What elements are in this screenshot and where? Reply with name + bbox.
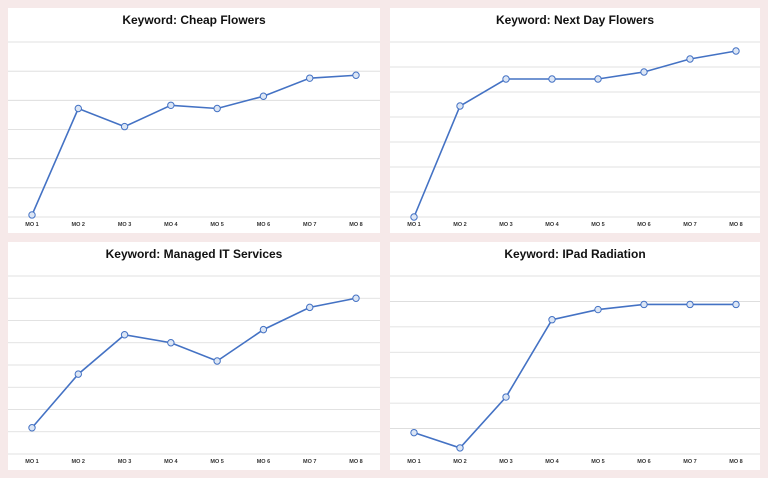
chart-title: Keyword: IPad Radiation <box>504 247 645 261</box>
chart: Keyword: Managed IT Services MO 1 MO 2 MO 3… <box>8 247 380 465</box>
x-tick-label: MO 6 <box>257 222 270 228</box>
data-point <box>120 331 129 339</box>
chart-title: Keyword: Managed IT Services <box>106 247 283 261</box>
series-line <box>31 74 357 216</box>
x-tick-label: MO 1 <box>25 459 38 465</box>
chart: Keyword: Cheap Flowers MO 1 MO 2 MO 3 MO 4 MO… <box>8 13 380 228</box>
data-point <box>548 316 556 324</box>
series-line <box>31 297 357 429</box>
x-tick-label: MO 1 <box>407 459 420 465</box>
x-tick-label: MO 2 <box>72 459 85 465</box>
data-point <box>74 104 82 113</box>
data-point <box>686 300 694 309</box>
x-tick-label: MO 8 <box>349 459 362 465</box>
chart-panel: Keyword: Cheap Flowers MO 1 MO 2 MO 3 MO 4 MO… <box>8 8 380 233</box>
data-point <box>456 444 464 452</box>
data-point <box>74 370 82 378</box>
x-tick-label: MO 3 <box>499 222 512 228</box>
x-tick-label: MO 7 <box>303 222 316 228</box>
x-tick-label: MO 4 <box>164 459 178 465</box>
data-point <box>732 47 740 55</box>
data-point <box>732 300 740 309</box>
x-tick-label: MO 2 <box>453 222 466 228</box>
data-point <box>640 300 648 309</box>
x-tick-label: MO 1 <box>407 222 420 228</box>
data-point <box>502 75 510 83</box>
data-point <box>306 74 314 82</box>
x-tick-label: MO 8 <box>729 222 742 228</box>
series-line <box>413 50 737 218</box>
x-tick-label: MO 7 <box>683 459 696 465</box>
x-tick-label: MO 2 <box>72 222 85 228</box>
data-point <box>259 92 268 100</box>
chart-title: Keyword: Cheap Flowers <box>122 13 266 27</box>
x-tick-label: MO 6 <box>637 459 650 465</box>
x-tick-label: MO 1 <box>25 222 38 228</box>
data-point <box>640 68 648 76</box>
data-point <box>167 101 175 109</box>
chart-panel: Keyword: IPad Radiation MO 1 MO 2 MO 3 MO 4 M… <box>390 242 760 470</box>
data-point <box>594 305 602 314</box>
chart: Keyword: Next Day Flowers MO 1 MO 2 MO 3 MO … <box>390 13 760 228</box>
data-point <box>28 424 36 432</box>
chart-panel: Keyword: Next Day Flowers MO 1 MO 2 MO 3 MO … <box>390 8 760 233</box>
data-point <box>410 428 418 437</box>
chart-panel: Keyword: Managed IT Services MO 1 MO 2 MO 3… <box>8 242 380 470</box>
x-tick-label: MO 2 <box>453 459 466 465</box>
data-point <box>213 357 221 365</box>
data-point <box>352 71 360 79</box>
data-point <box>594 75 602 83</box>
data-point <box>410 213 418 221</box>
x-tick-label: MO 8 <box>349 222 362 228</box>
data-point <box>306 303 314 312</box>
data-point <box>548 75 556 83</box>
x-tick-label: MO 5 <box>210 459 223 465</box>
chart: Keyword: IPad Radiation MO 1 MO 2 MO 3 MO 4 M… <box>390 247 760 465</box>
data-point <box>259 325 268 334</box>
x-tick-label: MO 4 <box>164 222 178 228</box>
x-tick-label: MO 4 <box>545 459 559 465</box>
data-point <box>686 55 694 63</box>
x-tick-label: MO 8 <box>729 459 742 465</box>
x-tick-label: MO 3 <box>118 459 131 465</box>
x-tick-label: MO 3 <box>118 222 131 228</box>
series-line <box>413 303 736 449</box>
x-tick-label: MO 6 <box>257 459 270 465</box>
data-point <box>456 102 464 110</box>
x-tick-label: MO 6 <box>637 222 650 228</box>
chart-title: Keyword: Next Day Flowers <box>496 13 654 27</box>
x-tick-label: MO 7 <box>303 459 316 465</box>
data-point <box>28 211 36 219</box>
data-point <box>352 294 360 302</box>
data-point <box>120 122 129 131</box>
x-tick-label: MO 4 <box>545 222 559 228</box>
x-tick-label: MO 3 <box>499 459 512 465</box>
x-tick-label: MO 5 <box>591 222 604 228</box>
x-tick-label: MO 5 <box>210 222 223 228</box>
x-tick-label: MO 7 <box>683 222 696 228</box>
data-point <box>213 104 221 113</box>
data-point <box>502 393 510 401</box>
data-point <box>167 339 175 347</box>
x-tick-label: MO 5 <box>591 459 604 465</box>
